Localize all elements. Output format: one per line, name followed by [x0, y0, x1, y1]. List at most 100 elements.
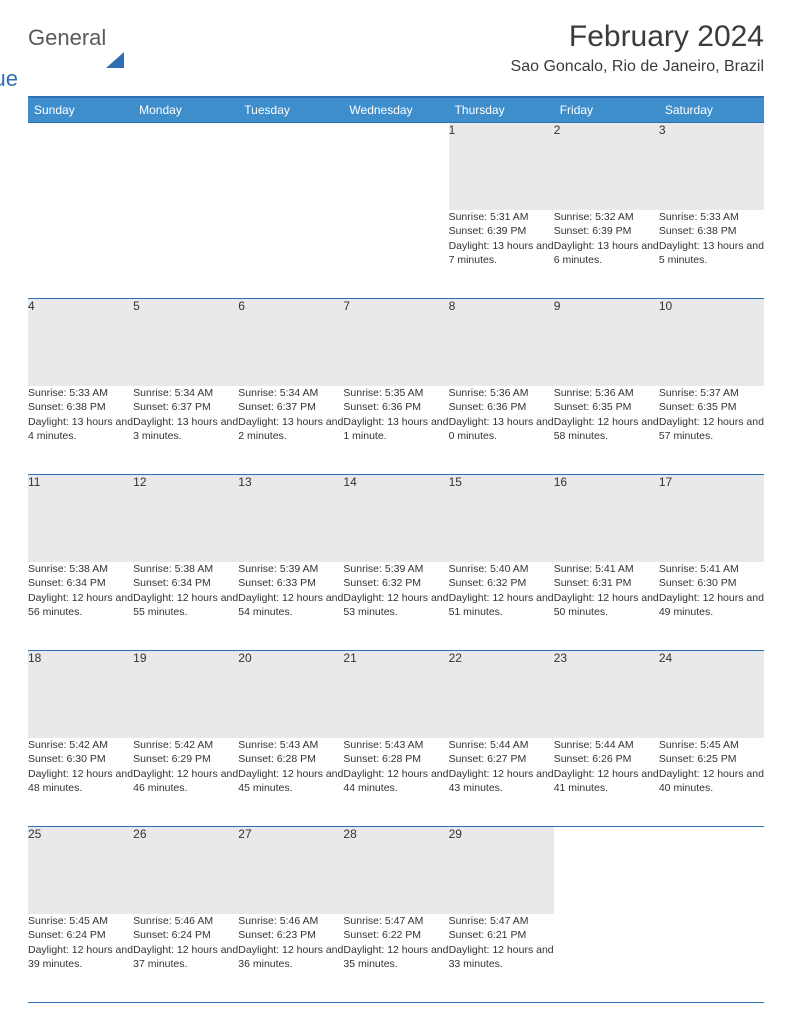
day-detail: Sunrise: 5:44 AMSunset: 6:26 PMDaylight:…	[554, 738, 659, 826]
day-detail: Sunrise: 5:41 AMSunset: 6:30 PMDaylight:…	[659, 562, 764, 650]
sunset-line: Sunset: 6:29 PM	[133, 753, 211, 765]
day-number: 26	[133, 826, 238, 914]
calendar-page: General Blue February 2024 Sao Goncalo, …	[0, 0, 792, 1023]
daylight-line: Daylight: 12 hours and 40 minutes.	[659, 768, 764, 794]
day-detail: Sunrise: 5:45 AMSunset: 6:25 PMDaylight:…	[659, 738, 764, 826]
daylight-line: Daylight: 12 hours and 35 minutes.	[343, 944, 448, 970]
weekday-header: Saturday	[659, 98, 764, 123]
day-detail: Sunrise: 5:36 AMSunset: 6:35 PMDaylight:…	[554, 386, 659, 474]
sunset-line: Sunset: 6:35 PM	[659, 401, 737, 413]
day-number: 16	[554, 474, 659, 562]
daylight-line: Daylight: 13 hours and 6 minutes.	[554, 240, 659, 266]
day-detail: Sunrise: 5:45 AMSunset: 6:24 PMDaylight:…	[28, 914, 133, 1002]
day-number: 20	[238, 650, 343, 738]
empty-day-detail	[659, 914, 764, 1002]
daylight-line: Daylight: 12 hours and 54 minutes.	[238, 592, 343, 618]
daylight-line: Daylight: 12 hours and 43 minutes.	[449, 768, 554, 794]
sunrise-line: Sunrise: 5:46 AM	[238, 915, 318, 927]
footer-divider	[28, 1002, 764, 1003]
sunrise-line: Sunrise: 5:44 AM	[554, 739, 634, 751]
day-number: 10	[659, 298, 764, 386]
daylight-line: Daylight: 12 hours and 57 minutes.	[659, 416, 764, 442]
daylight-line: Daylight: 12 hours and 58 minutes.	[554, 416, 659, 442]
day-number: 18	[28, 650, 133, 738]
sunset-line: Sunset: 6:33 PM	[238, 577, 316, 589]
sunrise-line: Sunrise: 5:41 AM	[659, 563, 739, 575]
sunset-line: Sunset: 6:38 PM	[659, 225, 737, 237]
sunrise-line: Sunrise: 5:42 AM	[28, 739, 108, 751]
sunrise-line: Sunrise: 5:34 AM	[133, 387, 213, 399]
weekday-header: Thursday	[449, 98, 554, 123]
day-number: 2	[554, 122, 659, 210]
day-detail: Sunrise: 5:37 AM Sunset: 6:35 PM Daylight:…	[659, 386, 764, 474]
day-number: 6	[238, 298, 343, 386]
sunrise-line: Sunrise: 5:32 AM	[554, 211, 634, 223]
day-number: 5	[133, 298, 238, 386]
daylight-line: Daylight: 12 hours and 50 minutes.	[554, 592, 659, 618]
day-detail: Sunrise: 5:33 AM Sunset: 6:38 PM Daylight:…	[659, 210, 764, 298]
sunrise-line: Sunrise: 5:44 AM	[449, 739, 529, 751]
day-detail: Sunrise: 5:43 AMSunset: 6:28 PMDaylight:…	[238, 738, 343, 826]
day-number: 14	[343, 474, 448, 562]
day-number: 27	[238, 826, 343, 914]
day-detail: Sunrise: 5:39 AMSunset: 6:33 PMDaylight:…	[238, 562, 343, 650]
day-number: 17	[659, 474, 764, 562]
empty-day-number	[659, 826, 764, 914]
empty-day-number	[343, 122, 448, 210]
day-number: 25	[28, 826, 133, 914]
sunset-line: Sunset: 6:21 PM	[449, 929, 527, 941]
day-detail: Sunrise: 5:38 AMSunset: 6:34 PMDaylight:…	[133, 562, 238, 650]
weekday-header: Wednesday	[343, 98, 448, 123]
empty-day-detail	[343, 210, 448, 298]
sunset-line: Sunset: 6:36 PM	[449, 401, 527, 413]
weekday-header: Friday	[554, 98, 659, 123]
daylight-line: Daylight: 13 hours and 0 minutes.	[449, 416, 554, 442]
day-detail: Sunrise: 5:33 AMSunset: 6:38 PMDaylight:…	[28, 386, 133, 474]
sunrise-line: Sunrise: 5:38 AM	[133, 563, 213, 575]
weekday-header: Tuesday	[238, 98, 343, 123]
day-detail: Sunrise: 5:34 AMSunset: 6:37 PMDaylight:…	[238, 386, 343, 474]
day-detail: Sunrise: 5:41 AMSunset: 6:31 PMDaylight:…	[554, 562, 659, 650]
daylight-line: Daylight: 12 hours and 37 minutes.	[133, 944, 238, 970]
day-detail: Sunrise: 5:47 AMSunset: 6:22 PMDaylight:…	[343, 914, 448, 1002]
daylight-line: Daylight: 12 hours and 39 minutes.	[28, 944, 133, 970]
day-detail: Sunrise: 5:31 AMSunset: 6:39 PMDaylight:…	[449, 210, 554, 298]
sunrise-line: Sunrise: 5:46 AM	[133, 915, 213, 927]
day-number: 13	[238, 474, 343, 562]
sunrise-line: Sunrise: 5:36 AM	[554, 387, 634, 399]
daylight-line: Daylight: 12 hours and 55 minutes.	[133, 592, 238, 618]
header: General Blue February 2024 Sao Goncalo, …	[28, 20, 764, 90]
brand-triangle-icon	[106, 52, 124, 68]
day-number: 7	[343, 298, 448, 386]
brand-logo: General Blue	[28, 28, 124, 90]
daylight-line: Daylight: 13 hours and 5 minutes.	[659, 240, 764, 266]
sunset-line: Sunset: 6:32 PM	[449, 577, 527, 589]
daylight-line: Daylight: 12 hours and 48 minutes.	[28, 768, 133, 794]
sunset-line: Sunset: 6:30 PM	[659, 577, 737, 589]
day-detail: Sunrise: 5:35 AMSunset: 6:36 PMDaylight:…	[343, 386, 448, 474]
sunrise-line: Sunrise: 5:45 AM	[659, 739, 739, 751]
sunset-line: Sunset: 6:37 PM	[133, 401, 211, 413]
day-detail-row: Sunrise: 5:33 AMSunset: 6:38 PMDaylight:…	[28, 386, 764, 474]
sunrise-line: Sunrise: 5:37 AM	[659, 387, 739, 399]
empty-day-detail	[238, 210, 343, 298]
day-detail: Sunrise: 5:42 AM Sunset: 6:30 PM Daylight:…	[28, 738, 133, 826]
day-detail: Sunrise: 5:44 AM Sunset: 6:27 PM Daylight:…	[449, 738, 554, 826]
sunrise-line: Sunrise: 5:34 AM	[238, 387, 318, 399]
sunrise-line: Sunrise: 5:38 AM	[28, 563, 108, 575]
sunrise-line: Sunrise: 5:31 AM	[449, 211, 529, 223]
daylight-line: Daylight: 13 hours and 4 minutes.	[28, 416, 133, 442]
brand-part2: Blue	[0, 69, 18, 90]
weekday-header: Monday	[133, 98, 238, 123]
daylight-line: Daylight: 12 hours and 46 minutes.	[133, 768, 238, 794]
sunset-line: Sunset: 6:30 PM	[28, 753, 106, 765]
daylight-line: Daylight: 12 hours and 33 minutes.	[449, 944, 554, 970]
sunrise-line: Sunrise: 5:36 AM	[449, 387, 529, 399]
sunset-line: Sunset: 6:34 PM	[28, 577, 106, 589]
sunset-line: Sunset: 6:27 PM	[449, 753, 527, 765]
weekday-header: Sunday	[28, 98, 133, 123]
day-detail: Sunrise: 5:36 AM Sunset: 6:36 PM Daylight:…	[449, 386, 554, 474]
sunrise-line: Sunrise: 5:33 AM	[659, 211, 739, 223]
day-number: 3	[659, 122, 764, 210]
daylight-line: Daylight: 12 hours and 41 minutes.	[554, 768, 659, 794]
